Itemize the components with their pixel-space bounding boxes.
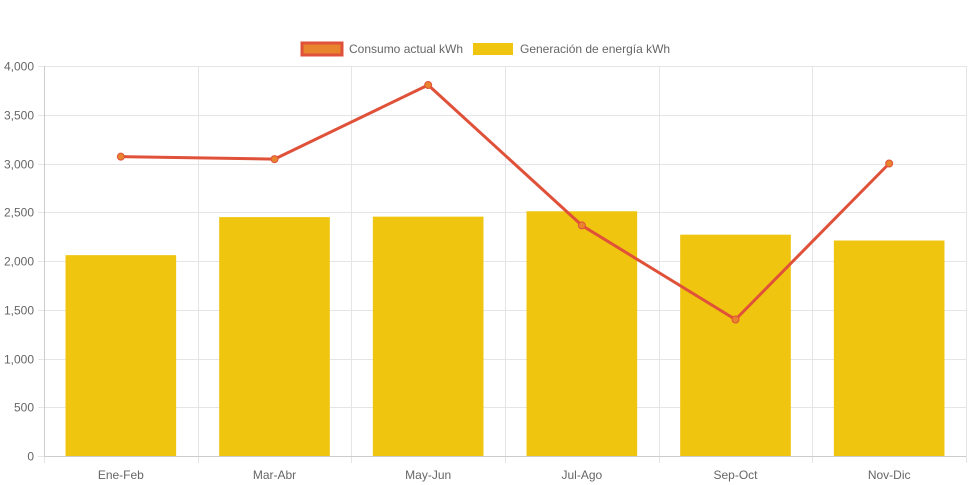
axes: 0 500 1,000 1,500 2,000 2,500 3,000 3,500 4,000 E… [4,60,966,482]
y-tick-label: 0 [27,450,34,464]
line-consumo [120,83,891,321]
legend-label-generacion[interactable]: Generación de energía kWh [520,42,670,56]
legend[interactable]: Consumo actual kWh Generación de energía… [300,41,670,57]
y-tick-label: 500 [14,401,34,415]
y-tick-label: 4,000 [4,60,34,74]
x-tick-label: Ene-Feb [98,468,144,482]
y-tick-label: 2,500 [4,206,34,220]
point-consumo[interactable] [577,221,586,230]
y-tick-label: 2,000 [4,255,34,269]
x-tick-label: Nov-Dic [868,468,911,482]
x-tick-label: Mar-Abr [253,468,296,482]
grid [38,66,967,463]
y-tick-label: 1,500 [4,304,34,318]
bar-generacion[interactable] [219,217,330,456]
point-consumo[interactable] [270,155,279,164]
point-consumo[interactable] [885,159,894,168]
point-consumo[interactable] [424,81,433,90]
bar-generacion[interactable] [372,216,484,456]
legend-label-consumo[interactable]: Consumo actual kWh [349,42,463,56]
bar-generacion[interactable] [680,234,791,456]
bar-generacion[interactable] [65,255,177,456]
x-tick-label: May-Jun [405,468,451,482]
point-consumo[interactable] [731,315,740,324]
legend-swatch-consumo[interactable] [300,41,344,57]
y-tick-label: 1,000 [4,353,34,367]
y-tick-label: 3,000 [4,158,34,172]
bar-series [65,211,945,456]
bar-generacion[interactable] [833,240,945,456]
y-tick-label: 3,500 [4,109,34,123]
line-series [116,81,894,324]
legend-swatch-generacion[interactable] [473,43,513,55]
x-tick-label: Sep-Oct [713,468,758,482]
bar-generacion[interactable] [526,211,638,456]
point-consumo[interactable] [116,152,125,161]
x-tick-label: Jul-Ago [561,468,602,482]
